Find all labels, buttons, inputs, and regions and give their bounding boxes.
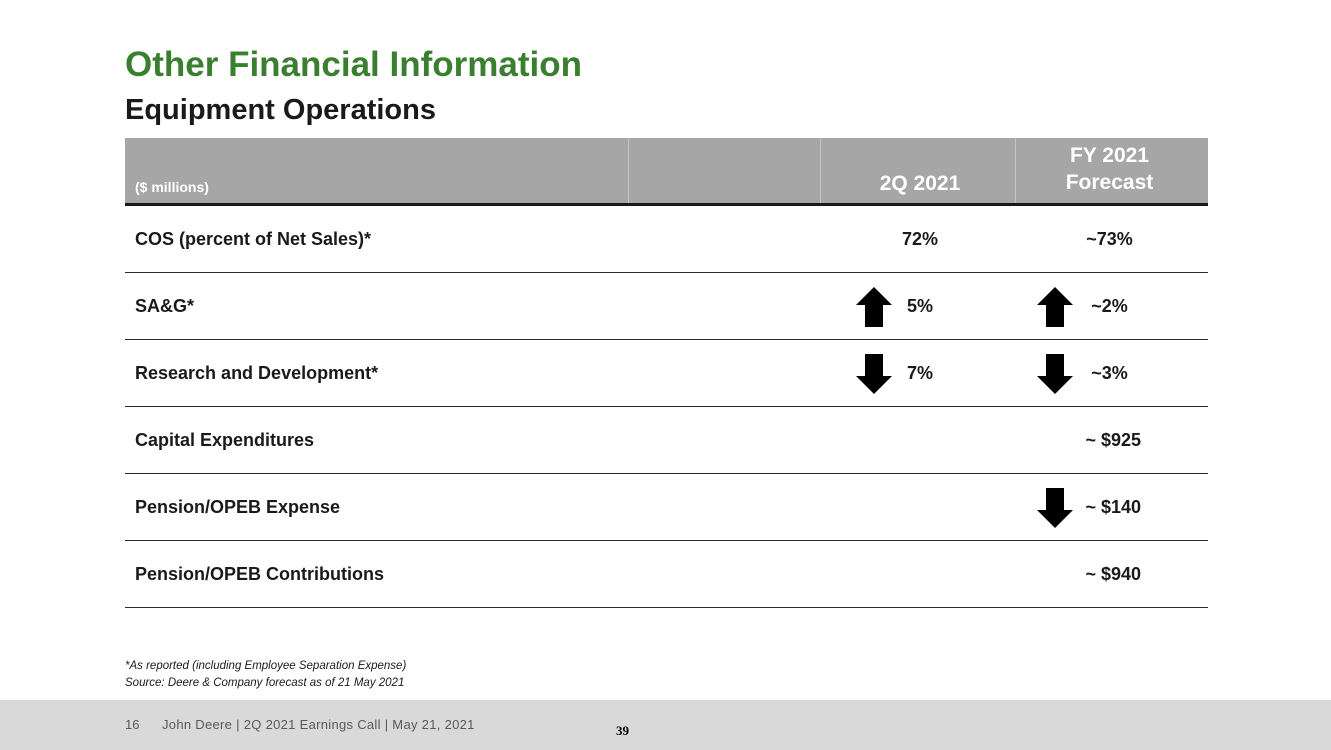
down-arrow-icon [856, 354, 892, 394]
page-title: Other Financial Information [125, 45, 582, 84]
table-row: SA&G* 5% ~2% [125, 273, 1208, 340]
financial-table: ($ millions) 2Q 2021 FY 2021 Forecast CO… [125, 138, 1208, 608]
row-value-2q: 5% [906, 296, 933, 316]
table-row: Pension/OPEB Expense ~ $140 [125, 474, 1208, 541]
footnote-line: Source: Deere & Company forecast as of 2… [125, 677, 405, 689]
row-value-2q: 72% [901, 229, 939, 249]
row-label: Capital Expenditures [135, 430, 315, 450]
row-value-forecast: ~ $940 [1085, 564, 1141, 584]
down-arrow-icon [1037, 354, 1073, 394]
table-row: COS (percent of Net Sales)* 72% ~73% [125, 206, 1208, 273]
table-row: Capital Expenditures ~ $925 [125, 407, 1208, 474]
row-label: Pension/OPEB Expense [135, 497, 341, 517]
row-value-forecast: ~ $925 [1085, 430, 1141, 450]
header-divider [820, 138, 821, 203]
row-value-forecast: ~2% [1091, 296, 1128, 316]
column-header-fy-2021-forecast: FY 2021 Forecast [1037, 142, 1182, 196]
slide-number: 39 [616, 723, 629, 738]
row-label: Pension/OPEB Contributions [135, 564, 385, 584]
row-value-forecast: ~3% [1091, 363, 1128, 383]
units-label: ($ millions) [135, 179, 209, 195]
footnote-line: *As reported (including Employee Separat… [125, 660, 407, 672]
column-header-2q-2021: 2Q 2021 [879, 172, 961, 195]
row-label: SA&G* [135, 296, 195, 316]
header-divider [628, 138, 629, 203]
up-arrow-icon [856, 287, 892, 327]
footer-text: John Deere | 2Q 2021 Earnings Call | May… [162, 717, 475, 732]
column-header-line: FY 2021 [1069, 144, 1149, 167]
table-header: ($ millions) 2Q 2021 FY 2021 Forecast [125, 138, 1208, 206]
footnotes: *As reported (including Employee Separat… [125, 658, 406, 692]
row-value-forecast: ~ $140 [1085, 497, 1141, 517]
down-arrow-icon [1037, 488, 1073, 528]
row-value-forecast: ~73% [1086, 229, 1133, 249]
row-label: Research and Development* [135, 363, 379, 383]
row-label: COS (percent of Net Sales)* [135, 229, 372, 249]
header-divider [1015, 138, 1016, 203]
row-value-2q: 7% [906, 363, 933, 383]
table-row: Pension/OPEB Contributions ~ $940 [125, 541, 1208, 608]
up-arrow-icon [1037, 287, 1073, 327]
page-footer: 16 John Deere | 2Q 2021 Earnings Call | … [0, 700, 1331, 750]
table-row: Research and Development* 7% ~3% [125, 340, 1208, 407]
footer-page-number: 16 [125, 717, 140, 732]
column-header-line: Forecast [1065, 171, 1154, 194]
page-subtitle: Equipment Operations [125, 94, 436, 126]
